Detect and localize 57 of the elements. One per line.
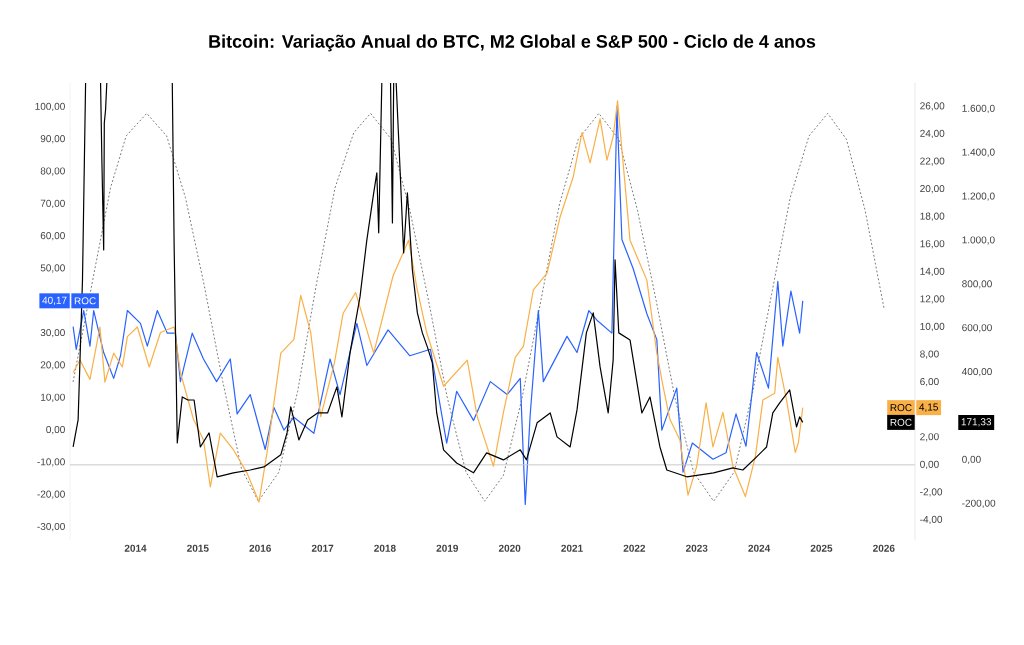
y3-tick-label: 1.600,0 <box>962 104 995 113</box>
text: 171,33 <box>961 418 992 427</box>
y-tick-label: -10,00 <box>37 458 65 467</box>
y-tick-label: 80,00 <box>40 167 65 176</box>
y-tick-label: 0,00 <box>46 425 65 435</box>
y3-tick-label: 600,00 <box>962 324 992 333</box>
y-tick-label: 90,00 <box>40 135 65 144</box>
y-tick-label: -20,00 <box>37 490 65 499</box>
y-tick-label: 100,00 <box>35 102 65 112</box>
y2-tick-label: 20,00 <box>920 185 945 194</box>
chart-title: Bitcoin: Variação Anual do BTC, M2 Global e S&P 500 - Ciclo de 4 anos <box>209 34 816 52</box>
y2-tick-label: 22,00 <box>920 157 945 166</box>
y2-tick-label: 0,00 <box>920 460 939 469</box>
x-tick-label: 2024 <box>748 544 771 552</box>
text: ROC <box>890 404 912 412</box>
legend-label: ROC <box>74 297 96 305</box>
y-tick-label: 10,00 <box>41 393 65 402</box>
y-tick-label: -30,00 <box>37 522 65 532</box>
x-tick-label: 2020 <box>498 544 521 552</box>
y3-tick-label: 0,00 <box>962 455 981 465</box>
y-tick-label: 70,00 <box>40 199 65 208</box>
y3-tick-label: 1.400,0 <box>962 148 995 157</box>
y2-tick-label: 26,00 <box>920 102 945 111</box>
y3-tick-label: 1.200,0 <box>962 192 995 201</box>
x-tick-label: 2022 <box>623 544 646 552</box>
text: 40,17 <box>42 296 67 305</box>
y2-tick-label: 12,00 <box>920 295 945 304</box>
y-tick-label: 30,00 <box>40 329 65 338</box>
y3-tick-label: 1.000,0 <box>962 236 995 245</box>
text: ROC <box>890 418 912 426</box>
y2-tick-label: 16,00 <box>920 240 945 249</box>
text: 4,15 <box>919 403 938 412</box>
y3-tick-label: 800,00 <box>962 280 992 289</box>
y-tick-label: 20,00 <box>40 361 65 370</box>
x-tick-label: 2014 <box>124 544 147 552</box>
x-tick-label: 2025 <box>810 544 833 552</box>
y2-tick-label: 6,00 <box>920 378 939 387</box>
x-tick-label: 2016 <box>249 544 271 552</box>
y2-tick-label: 10,00 <box>920 322 945 332</box>
y2-tick-label: 24,00 <box>920 129 945 139</box>
y2-tick-label: 18,00 <box>920 212 945 221</box>
x-tick-label: 2015 <box>187 544 209 552</box>
y-tick-label: 60,00 <box>40 232 65 241</box>
y-tick-label: 50,00 <box>40 264 65 273</box>
y2-tick-label: 2,00 <box>920 433 939 442</box>
y3-tick-label: -200,00 <box>962 499 996 508</box>
y3-tick-label: 400,00 <box>961 368 992 377</box>
y2-tick-label: 14,00 <box>920 267 945 276</box>
x-tick-label: 2017 <box>311 544 334 552</box>
x-tick-label: 2023 <box>685 544 708 552</box>
x-tick-label: 2018 <box>374 544 396 552</box>
y2-tick-label: 8,00 <box>920 350 939 359</box>
y2-tick-label: -2,00 <box>920 488 943 497</box>
y2-tick-label: -4,00 <box>920 515 943 525</box>
x-tick-label: 2026 <box>873 544 895 552</box>
x-tick-label: 2019 <box>436 544 459 552</box>
x-tick-label: 2021 <box>561 544 583 552</box>
